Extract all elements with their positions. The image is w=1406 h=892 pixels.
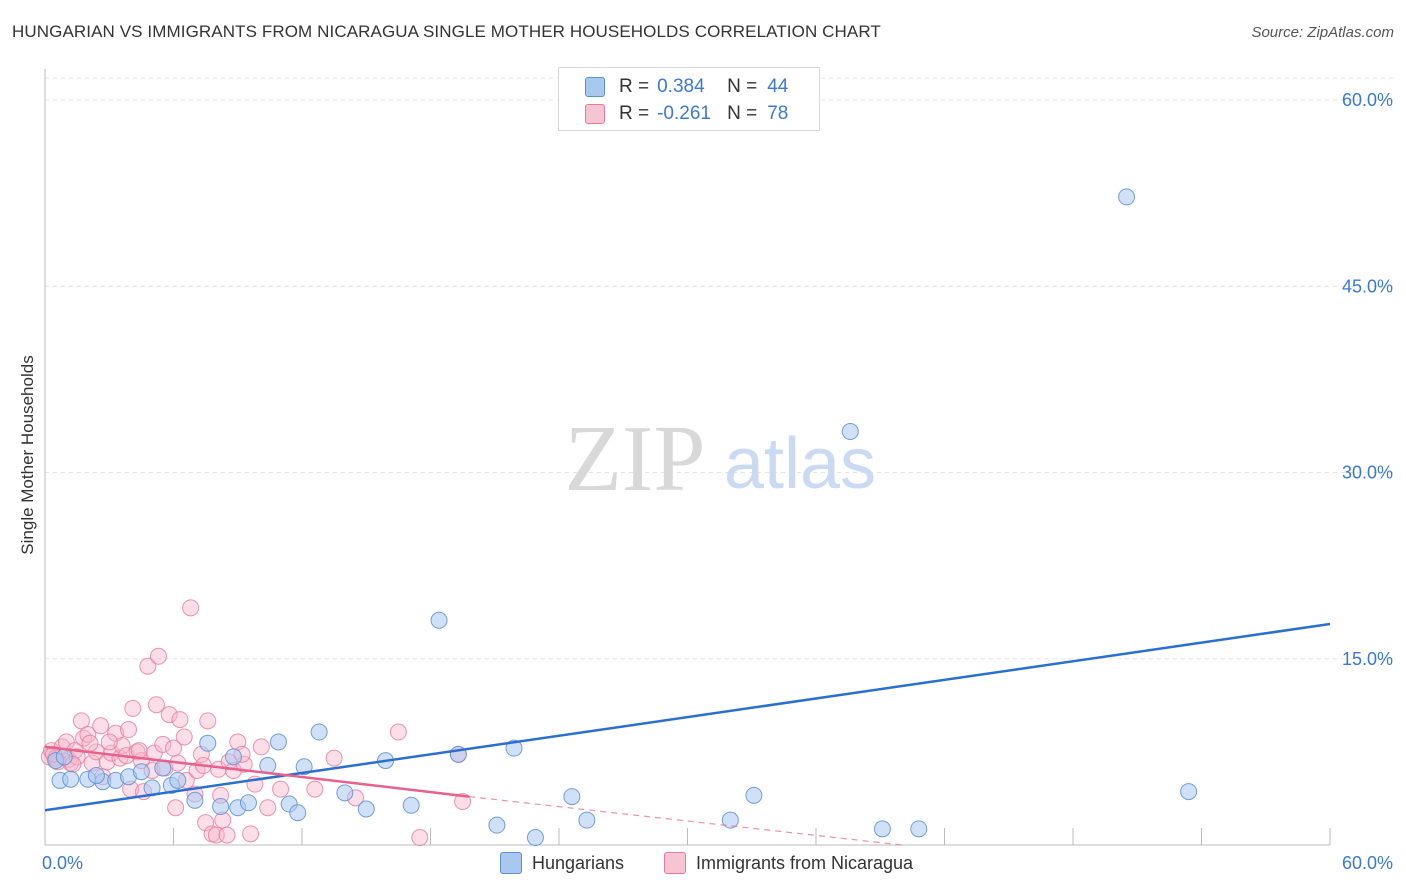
data-point-nicaragua — [120, 721, 138, 739]
data-point-nicaragua — [100, 733, 118, 751]
legend-item-nicaragua[interactable]: Immigrants from Nicaragua — [664, 852, 913, 874]
data-point-hungarians — [169, 771, 187, 789]
data-point-hungarians — [239, 794, 257, 812]
trendline-hungarians — [44, 622, 1331, 812]
data-point-nicaragua — [72, 712, 90, 730]
data-point-nicaragua — [139, 657, 157, 675]
data-point-hungarians — [212, 798, 230, 816]
legend-r-label: R = — [619, 103, 650, 124]
data-point-hungarians — [721, 811, 739, 829]
legend-swatch-pink — [664, 852, 686, 874]
data-point-hungarians — [563, 788, 581, 806]
y-tick-label: 15.0% — [1342, 649, 1393, 669]
source-label: Source: ZipAtlas.com — [1251, 24, 1394, 41]
legend-n-label: N = — [727, 76, 758, 97]
data-point-nicaragua — [259, 799, 277, 817]
legend-swatch-pink — [585, 104, 605, 124]
x-tick-label: 0.0% — [42, 853, 83, 873]
legend-label-hungarians: Hungarians — [532, 852, 625, 873]
data-point-nicaragua — [306, 780, 324, 798]
data-point-nicaragua — [113, 737, 131, 755]
data-point-hungarians — [336, 784, 354, 802]
data-point-hungarians — [132, 763, 150, 781]
data-point-hungarians — [873, 820, 891, 838]
data-point-nicaragua — [92, 717, 110, 735]
data-point-nicaragua — [167, 799, 185, 817]
legend-row-nicaragua: R = -0.261 N = 78 — [585, 101, 788, 127]
data-point-nicaragua — [182, 599, 200, 617]
data-point-hungarians — [578, 811, 596, 829]
grid — [45, 77, 1395, 660]
legend-n-label: N = — [727, 103, 758, 124]
data-point-hungarians — [910, 820, 928, 838]
data-point-hungarians — [1180, 783, 1198, 801]
y-tick-label: 60.0% — [1342, 90, 1393, 110]
data-point-hungarians — [841, 423, 859, 441]
legend-swatch-blue — [585, 77, 605, 97]
legend-r-value: -0.261 — [657, 103, 711, 124]
data-point-nicaragua — [145, 744, 163, 762]
y-tick-label: 30.0% — [1342, 463, 1393, 483]
data-point-hungarians — [430, 611, 448, 629]
data-point-nicaragua — [242, 825, 260, 843]
stats-legend: R = 0.384 N = 44 R = -0.261 N = 78 — [558, 67, 820, 131]
x-tick-label: 60.0% — [1342, 853, 1393, 873]
data-point-nicaragua — [218, 826, 236, 844]
trend-lines — [44, 622, 1331, 846]
trendline-nicaragua — [44, 745, 470, 798]
legend-r-label: R = — [619, 76, 650, 97]
watermark-zip: ZIP — [565, 407, 706, 511]
data-point-nicaragua — [171, 711, 189, 729]
data-point-hungarians — [55, 748, 73, 766]
data-point-hungarians — [526, 829, 544, 847]
data-point-nicaragua — [411, 829, 429, 847]
data-point-hungarians — [310, 723, 328, 741]
data-point-hungarians — [402, 796, 420, 814]
data-point-nicaragua — [147, 696, 165, 714]
data-point-hungarians — [199, 734, 217, 752]
legend-row-hungarians: R = 0.384 N = 44 — [585, 74, 788, 100]
data-point-hungarians — [289, 804, 307, 822]
chart-title: HUNGARIAN VS IMMIGRANTS FROM NICARAGUA S… — [12, 22, 881, 41]
tick-labels: 15.0% 30.0% 45.0% 60.0% 0.0% 60.0% — [42, 90, 1393, 873]
data-point-nicaragua — [272, 780, 290, 798]
data-point-nicaragua — [160, 706, 178, 724]
data-point-nicaragua — [154, 735, 172, 753]
data-point-hungarians — [745, 786, 763, 804]
data-point-hungarians — [295, 758, 313, 776]
data-point-hungarians — [269, 733, 287, 751]
axes — [44, 69, 1331, 846]
data-point-hungarians — [186, 791, 204, 809]
series-hungarians-points — [47, 188, 1198, 847]
data-point-hungarians — [87, 766, 105, 784]
data-point-nicaragua — [199, 712, 217, 730]
y-tick-label: 45.0% — [1342, 276, 1393, 296]
data-point-nicaragua — [124, 699, 142, 717]
data-point-hungarians — [505, 739, 523, 757]
data-point-hungarians — [224, 748, 242, 766]
data-point-nicaragua — [389, 723, 407, 741]
legend-n-value: 44 — [767, 76, 789, 97]
data-point-nicaragua — [150, 647, 168, 665]
watermark: ZIP atlas — [565, 407, 877, 511]
data-point-hungarians — [1118, 188, 1136, 206]
data-point-nicaragua — [325, 749, 343, 767]
legend-label-nicaragua: Immigrants from Nicaragua — [696, 852, 914, 873]
legend-item-hungarians[interactable]: Hungarians — [500, 852, 624, 874]
data-point-nicaragua — [175, 728, 193, 746]
data-point-hungarians — [488, 816, 506, 834]
legend-r-value: 0.384 — [657, 76, 705, 97]
data-point-hungarians — [357, 800, 375, 818]
legend-n-value: 78 — [767, 103, 789, 124]
data-point-hungarians — [62, 770, 80, 788]
data-point-nicaragua — [252, 738, 270, 756]
legend-swatch-blue — [500, 852, 522, 874]
data-point-nicaragua — [81, 734, 99, 752]
